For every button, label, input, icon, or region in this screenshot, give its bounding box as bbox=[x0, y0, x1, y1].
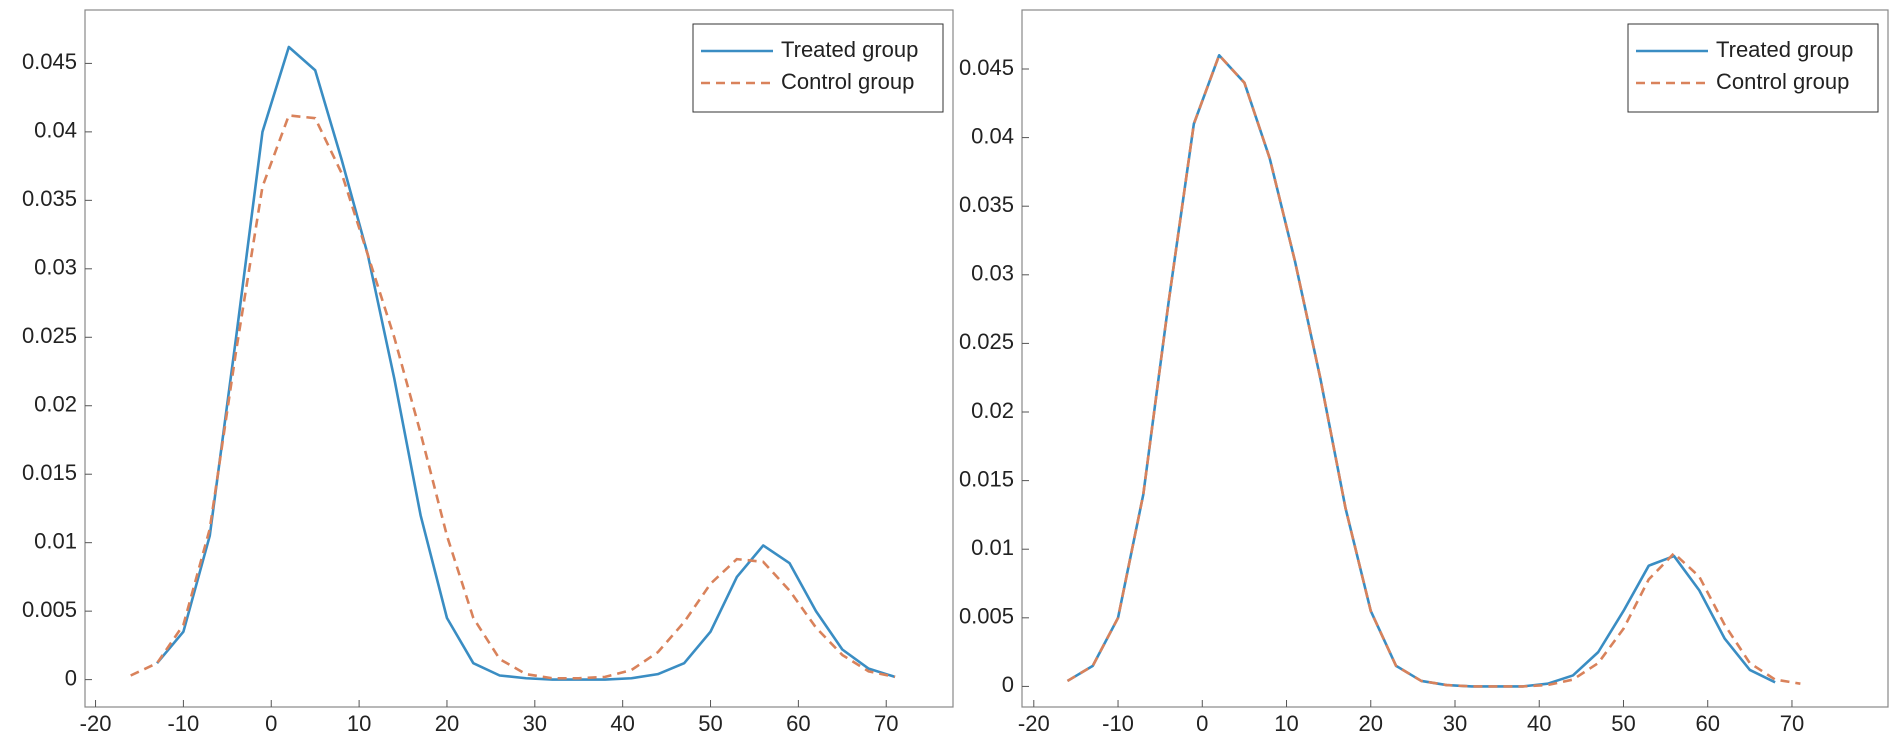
x-tick-label: 70 bbox=[1780, 711, 1804, 736]
x-tick-label: 10 bbox=[1274, 711, 1298, 736]
series-line bbox=[1066, 53, 1801, 688]
y-tick-label: 0.03 bbox=[971, 261, 1014, 286]
x-tick-label: 60 bbox=[786, 711, 810, 736]
plot-frame bbox=[1021, 9, 1889, 708]
legend-box bbox=[692, 23, 944, 113]
x-tick-label: 60 bbox=[1695, 711, 1719, 736]
legend-label: Treated group bbox=[1716, 37, 1853, 62]
y-tick-label: 0.01 bbox=[34, 528, 77, 553]
y-tick-label: 0.02 bbox=[34, 392, 77, 417]
x-tick-label: 70 bbox=[874, 711, 898, 736]
y-tick-label: 0.02 bbox=[971, 398, 1014, 423]
series-line bbox=[130, 114, 896, 680]
y-tick-label: 0.04 bbox=[34, 118, 77, 143]
y-tick-label: 0.045 bbox=[22, 49, 77, 74]
series-line bbox=[1066, 53, 1776, 688]
x-tick-label: -10 bbox=[1102, 711, 1134, 736]
y-tick-label: 0.04 bbox=[971, 123, 1014, 148]
y-tick-label: 0.005 bbox=[22, 597, 77, 622]
y-tick-label: 0.025 bbox=[22, 323, 77, 348]
plot-frame bbox=[84, 9, 954, 708]
x-tick-label: 40 bbox=[1527, 711, 1551, 736]
y-tick-label: 0.015 bbox=[22, 460, 77, 485]
x-tick-label: 0 bbox=[265, 711, 277, 736]
x-tick-label: 30 bbox=[523, 711, 547, 736]
legend-box bbox=[1627, 23, 1879, 113]
y-tick-label: 0 bbox=[1002, 672, 1014, 697]
x-tick-label: -20 bbox=[1018, 711, 1050, 736]
y-tick-label: 0.025 bbox=[959, 329, 1014, 354]
x-tick-label: 40 bbox=[610, 711, 634, 736]
y-tick-label: 0.005 bbox=[959, 604, 1014, 629]
x-tick-label: -10 bbox=[167, 711, 199, 736]
legend-label: Control group bbox=[1716, 69, 1849, 94]
y-tick-label: 0.01 bbox=[971, 535, 1014, 560]
y-tick-label: 0.045 bbox=[959, 55, 1014, 80]
y-tick-label: 0.035 bbox=[22, 186, 77, 211]
series-line bbox=[156, 45, 896, 681]
x-tick-label: 10 bbox=[347, 711, 371, 736]
x-tick-label: 0 bbox=[1196, 711, 1208, 736]
y-tick-label: 0.015 bbox=[959, 466, 1014, 491]
x-tick-label: -20 bbox=[80, 711, 112, 736]
x-tick-label: 20 bbox=[435, 711, 459, 736]
x-tick-label: 50 bbox=[1611, 711, 1635, 736]
y-tick-label: 0 bbox=[65, 665, 77, 690]
y-tick-label: 0.035 bbox=[959, 192, 1014, 217]
x-tick-label: 30 bbox=[1443, 711, 1467, 736]
x-tick-label: 20 bbox=[1359, 711, 1383, 736]
legend-label: Treated group bbox=[781, 37, 918, 62]
y-tick-label: 0.03 bbox=[34, 255, 77, 280]
legend-label: Control group bbox=[781, 69, 914, 94]
x-tick-label: 50 bbox=[698, 711, 722, 736]
